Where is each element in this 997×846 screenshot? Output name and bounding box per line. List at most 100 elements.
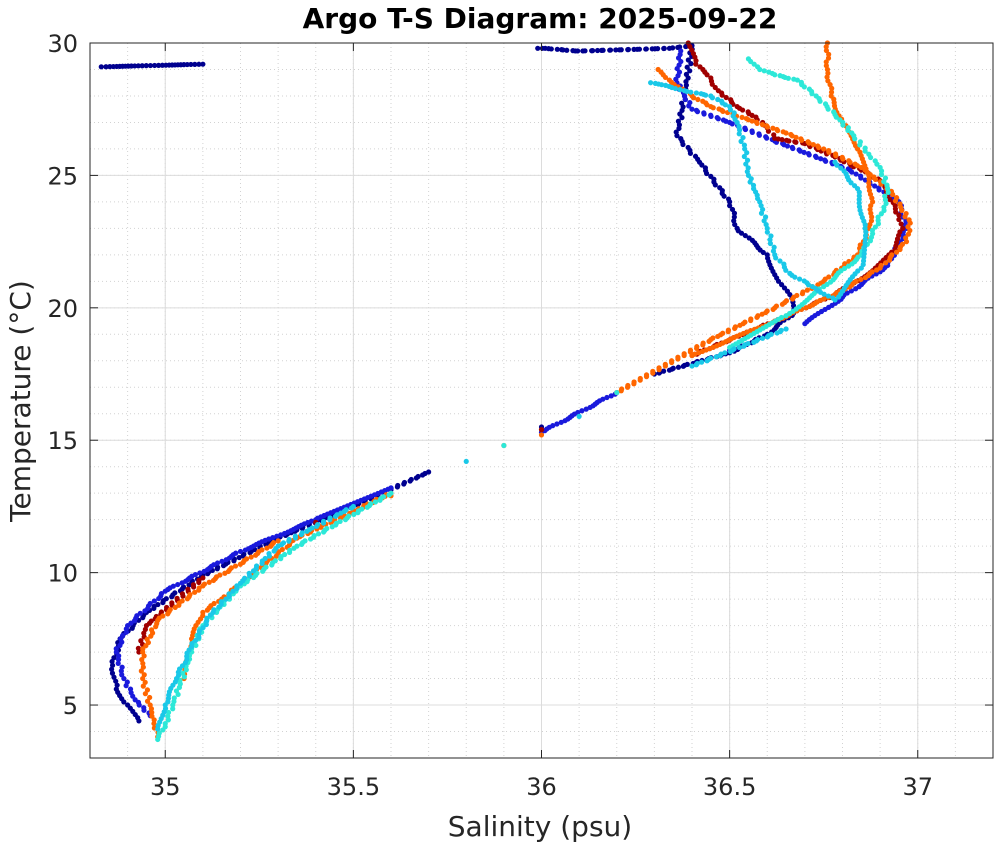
data-point — [774, 330, 780, 336]
data-point — [308, 536, 314, 542]
data-point — [687, 349, 693, 355]
data-point — [896, 212, 902, 218]
data-point — [742, 232, 748, 239]
data-point — [822, 157, 828, 163]
data-point — [801, 84, 807, 90]
data-point — [153, 624, 159, 630]
data-point — [713, 354, 719, 360]
data-point — [738, 230, 745, 236]
data-point — [866, 176, 872, 182]
data-point — [704, 72, 710, 78]
data-point — [796, 147, 802, 153]
data-point — [613, 47, 619, 53]
data-point — [714, 115, 720, 121]
y-tick-label: 5 — [63, 692, 78, 720]
data-point — [314, 523, 320, 529]
data-point — [151, 598, 157, 604]
data-point — [219, 558, 225, 564]
data-point — [176, 684, 183, 690]
data-point — [162, 588, 168, 594]
data-point — [419, 472, 426, 478]
data-point — [327, 517, 333, 523]
series-4 — [138, 40, 913, 740]
data-point — [825, 293, 832, 299]
data-point — [844, 290, 850, 296]
data-point — [688, 61, 694, 67]
data-point — [873, 271, 879, 277]
data-point — [710, 105, 716, 111]
data-point — [890, 191, 896, 198]
data-point — [840, 122, 846, 128]
data-point — [292, 535, 299, 541]
data-point — [608, 393, 614, 399]
series-6 — [155, 80, 869, 732]
data-point — [142, 608, 148, 614]
data-point — [298, 531, 304, 538]
data-point — [847, 159, 853, 166]
data-point — [155, 736, 161, 743]
data-point — [727, 107, 734, 113]
data-point — [607, 47, 614, 53]
data-point — [744, 150, 750, 156]
data-point — [699, 359, 705, 365]
data-point — [743, 161, 749, 167]
data-point — [878, 171, 885, 178]
data-point — [355, 510, 361, 516]
data-point — [767, 240, 774, 247]
data-point — [109, 662, 116, 668]
data-point — [823, 44, 829, 50]
data-point — [234, 585, 240, 592]
data-point — [190, 584, 197, 590]
data-point — [662, 74, 669, 81]
data-point — [878, 211, 884, 217]
data-point — [377, 497, 383, 503]
data-point — [857, 142, 863, 148]
data-point — [579, 408, 585, 414]
data-point — [266, 553, 273, 559]
data-point — [670, 45, 676, 51]
data-point — [183, 667, 189, 673]
data-point — [109, 658, 115, 665]
data-point — [874, 161, 880, 167]
data-point — [407, 478, 413, 484]
data-point — [372, 499, 379, 505]
data-point — [165, 611, 171, 617]
data-point — [136, 718, 142, 724]
data-point — [196, 587, 202, 593]
data-point — [758, 210, 765, 216]
data-point — [803, 305, 809, 311]
data-point — [770, 306, 776, 313]
data-point — [680, 141, 686, 148]
data-point — [764, 124, 771, 130]
data-point — [197, 570, 203, 576]
data-point — [783, 313, 789, 319]
data-point — [748, 317, 754, 324]
data-point — [821, 284, 827, 290]
data-point — [720, 117, 727, 123]
data-point — [828, 89, 835, 95]
data-point — [823, 47, 830, 54]
data-point — [790, 296, 796, 302]
data-point — [872, 183, 878, 189]
data-point — [720, 108, 726, 114]
data-point — [709, 95, 716, 101]
data-point — [210, 577, 217, 584]
data-point — [821, 291, 827, 297]
data-point — [332, 513, 339, 519]
data-point — [115, 657, 122, 663]
data-point — [180, 593, 186, 599]
data-point — [689, 363, 695, 369]
data-point — [760, 249, 766, 256]
data-point — [804, 287, 810, 293]
data-point — [193, 642, 199, 649]
data-point — [111, 674, 117, 680]
series-2 — [113, 48, 910, 719]
data-point — [121, 675, 127, 682]
data-point — [170, 702, 176, 708]
data-point — [712, 182, 718, 188]
data-point — [98, 64, 104, 70]
data-point — [852, 136, 858, 142]
data-point — [278, 532, 284, 538]
data-point — [196, 61, 202, 67]
data-point — [237, 561, 243, 567]
